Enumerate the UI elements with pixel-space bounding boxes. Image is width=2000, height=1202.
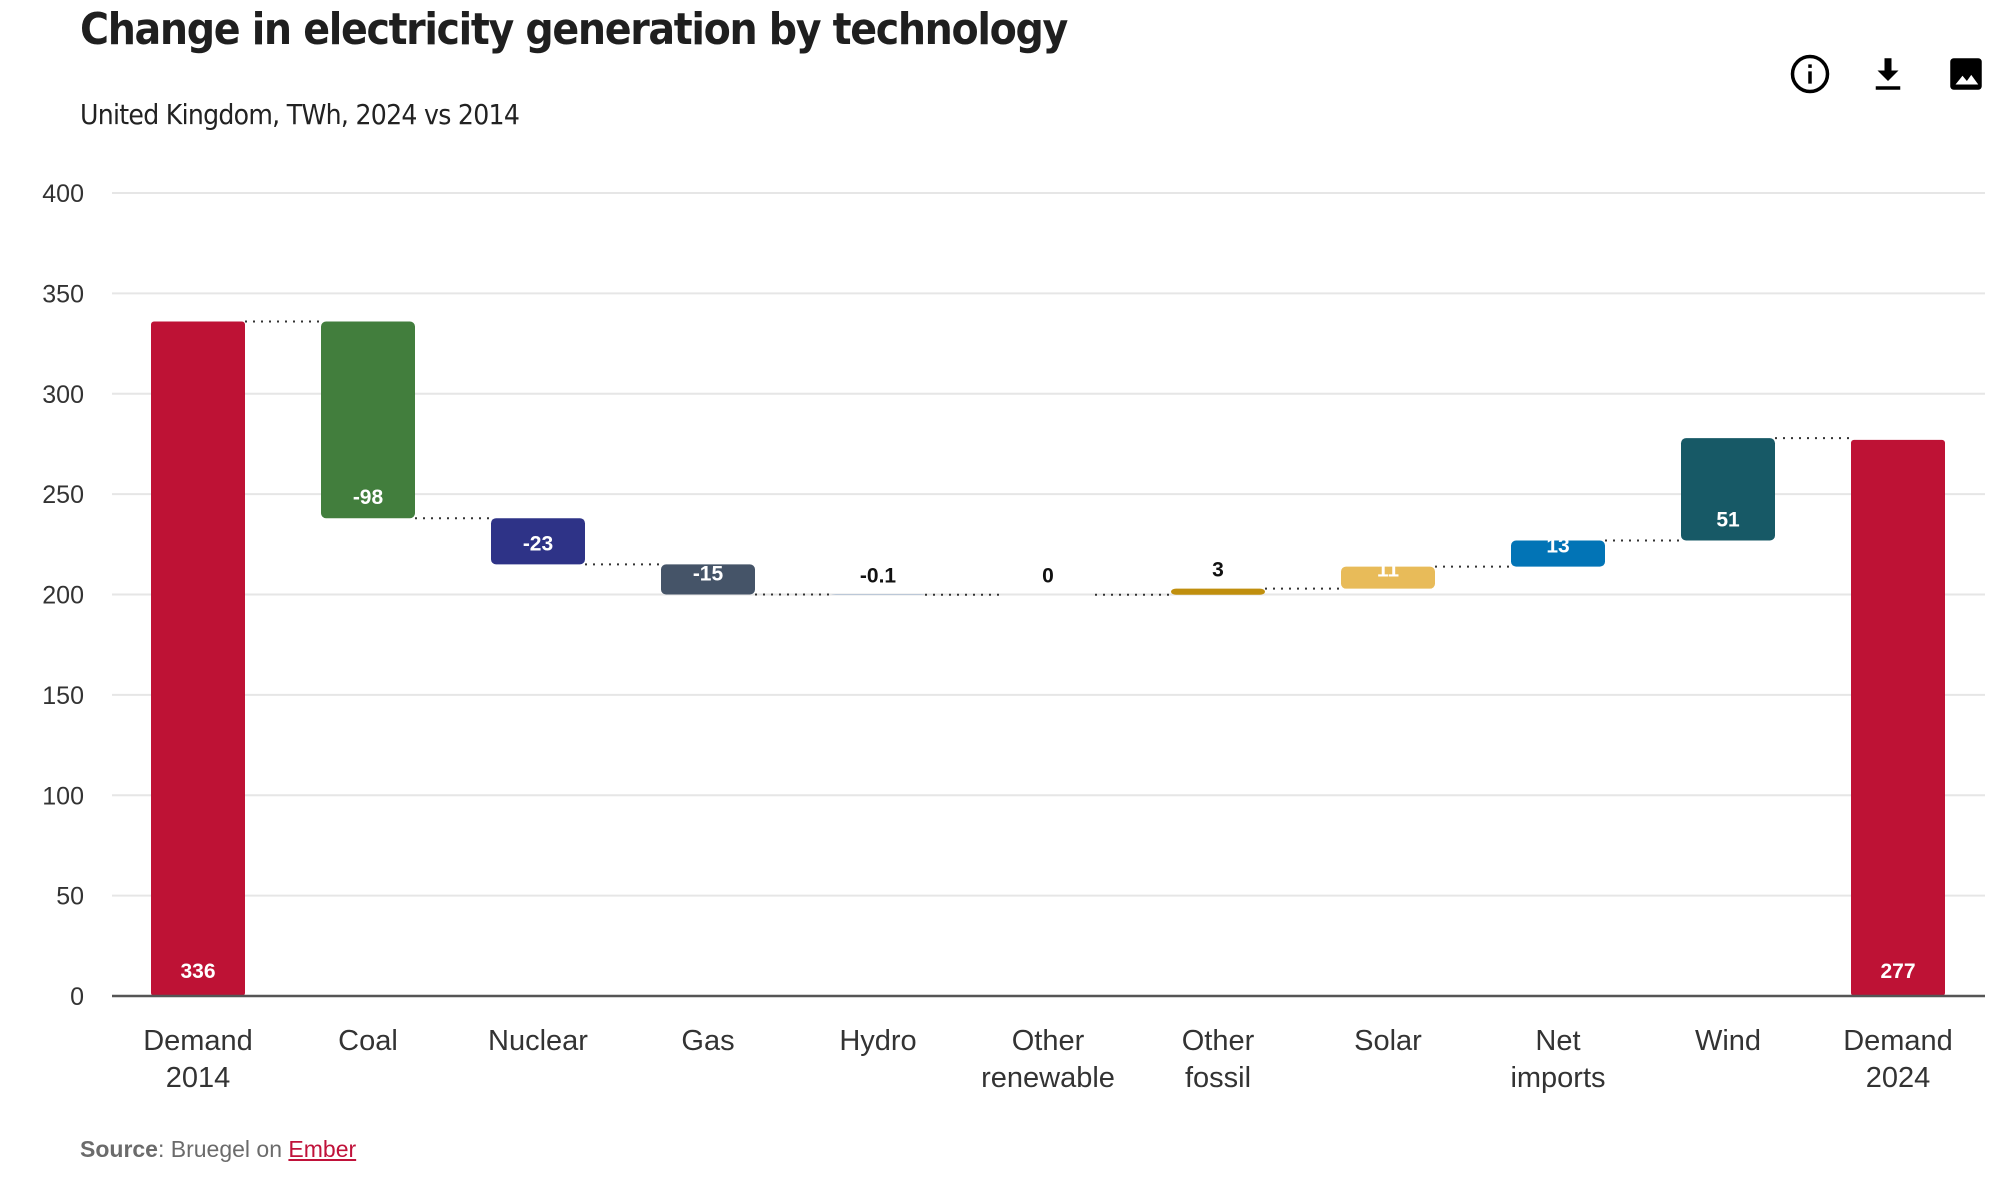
data-labels: 336 -98 -23 -15 -0.1 0 3 11 13 51 277 — [180, 486, 1915, 983]
x-tick-label: Gas — [681, 1025, 734, 1057]
data-label: 11 — [1377, 559, 1400, 582]
x-tick-label: Net — [1535, 1025, 1580, 1057]
data-label: 3 — [1212, 559, 1224, 582]
bar-demand-2014 — [151, 321, 245, 997]
source-text: : Bruegel on — [157, 1136, 289, 1162]
y-axis: 0 50 100 150 200 250 300 350 400 — [42, 180, 84, 1011]
x-tick-label: Other — [1012, 1025, 1085, 1057]
y-tick-label: 400 — [42, 180, 84, 208]
bar-solar — [1341, 566, 1435, 589]
x-tick-label: Hydro — [839, 1025, 916, 1057]
bar-coal — [321, 321, 415, 519]
chart-title: Change in electricity generation by tech… — [80, 4, 1068, 55]
bar-demand-2024 — [1851, 439, 1945, 996]
grid-lines — [112, 192, 1985, 897]
data-label: -98 — [353, 486, 384, 509]
y-tick-label: 300 — [42, 381, 84, 409]
x-tick-label: 2024 — [1866, 1062, 1931, 1094]
bar-wind — [1681, 438, 1775, 541]
y-tick-label: 50 — [56, 883, 84, 911]
y-tick-label: 150 — [42, 682, 84, 710]
bar-net-imports — [1511, 540, 1605, 567]
bar-other-fossil — [1171, 588, 1265, 595]
connector-lines — [245, 320, 1851, 596]
bar-gas — [661, 564, 755, 595]
data-label: 13 — [1546, 535, 1569, 558]
bar-nuclear — [491, 518, 585, 565]
data-label: 277 — [1880, 960, 1915, 983]
y-tick-label: 250 — [42, 481, 84, 509]
y-tick-label: 0 — [70, 983, 84, 1011]
info-button[interactable] — [1788, 52, 1832, 96]
source-note: Source: Bruegel on Ember — [80, 1136, 356, 1163]
info-icon — [1790, 54, 1830, 94]
x-tick-label: Wind — [1695, 1025, 1761, 1057]
chart-toolbar — [1788, 52, 1988, 96]
download-icon — [1875, 58, 1901, 90]
x-tick-label: Demand — [143, 1025, 253, 1057]
data-label: 336 — [180, 960, 215, 983]
data-label: -15 — [693, 563, 724, 586]
source-label: Source — [80, 1136, 158, 1162]
image-export-button[interactable] — [1944, 52, 1988, 96]
x-tick-label: Demand — [1843, 1025, 1953, 1057]
x-tick-label: Coal — [338, 1025, 398, 1057]
x-tick-label: renewable — [981, 1062, 1115, 1094]
bars — [151, 321, 1945, 997]
y-tick-label: 350 — [42, 280, 84, 308]
x-axis: Demand 2014 Coal Nuclear Gas Hydro Other renewa… — [112, 994, 1985, 1094]
x-tick-label: Other — [1182, 1025, 1255, 1057]
y-tick-label: 100 — [42, 782, 84, 810]
data-label: 0 — [1042, 565, 1054, 588]
x-tick-label: Solar — [1354, 1025, 1422, 1057]
download-button[interactable] — [1866, 52, 1910, 96]
x-tick-label: fossil — [1185, 1062, 1251, 1094]
x-tick-label: 2014 — [166, 1062, 231, 1094]
source-link[interactable]: Ember — [288, 1136, 357, 1162]
x-tick-label: imports — [1510, 1062, 1605, 1094]
x-tick-label: Nuclear — [488, 1025, 588, 1057]
data-label: -0.1 — [860, 565, 897, 588]
image-icon — [1950, 58, 1982, 90]
y-tick-label: 200 — [42, 582, 84, 610]
data-label: 51 — [1716, 508, 1740, 531]
chart-subtitle: United Kingdom, TWh, 2024 vs 2014 — [80, 98, 520, 131]
data-label: -23 — [523, 532, 553, 555]
